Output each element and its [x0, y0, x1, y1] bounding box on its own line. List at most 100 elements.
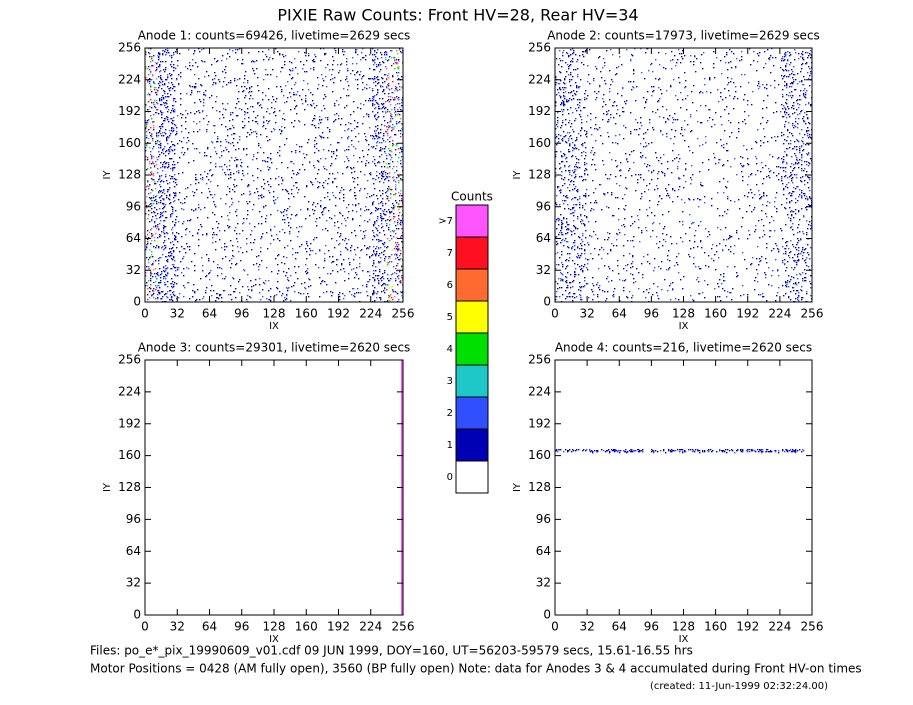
y-tick-label: 96 — [536, 512, 551, 526]
y-tick-label: 192 — [528, 416, 551, 430]
x-tick-label: 224 — [359, 620, 382, 634]
colorbar-swatch — [455, 332, 489, 366]
plot-frame — [554, 359, 813, 616]
y-tick-label: 256 — [118, 41, 141, 55]
colorbar-swatch — [455, 236, 489, 270]
y-tick-label: 32 — [126, 263, 141, 277]
footer-files: Files: po_e*_pix_19990609_v01.cdf 09 JUN… — [90, 644, 693, 658]
colorbar-label: 2 — [447, 408, 453, 419]
y-tick-label: 128 — [528, 168, 551, 182]
x-tick-label: 0 — [551, 307, 559, 321]
y-tick-label: 0 — [543, 608, 551, 622]
panel-title: Anode 4: counts=216, livetime=2620 secs — [555, 341, 812, 355]
x-tick-label: 256 — [392, 307, 415, 321]
y-tick-label: 64 — [126, 544, 141, 558]
x-tick-label: 224 — [359, 307, 382, 321]
image-texture — [557, 449, 805, 454]
y-axis-label: IY — [512, 482, 523, 492]
colorbar-swatch — [455, 204, 489, 238]
colorbar-title: Counts — [451, 190, 493, 204]
y-axis-label: IY — [102, 482, 113, 492]
x-tick-label: 96 — [234, 620, 249, 634]
plot-frame — [144, 359, 404, 616]
footer-created: (created: 11-Jun-1999 02:32:24.00) — [650, 681, 828, 692]
y-tick-label: 224 — [528, 384, 551, 398]
colorbar-label: >7 — [438, 216, 453, 227]
panel-title: Anode 1: counts=69426, livetime=2629 sec… — [138, 29, 411, 43]
y-tick-label: 160 — [528, 136, 551, 150]
x-tick-label: 64 — [202, 307, 217, 321]
y-tick-label: 160 — [118, 136, 141, 150]
y-tick-label: 192 — [528, 104, 551, 118]
x-tick-label: 0 — [551, 620, 559, 634]
x-tick-label: 128 — [263, 620, 286, 634]
x-axis-label: IX — [269, 321, 279, 332]
x-tick-label: 256 — [392, 620, 415, 634]
image-texture — [145, 55, 404, 302]
image-texture — [146, 59, 404, 299]
x-tick-label: 128 — [263, 307, 286, 321]
x-axis-label: IX — [679, 634, 689, 645]
x-tick-label: 160 — [704, 620, 727, 634]
x-tick-label: 64 — [612, 620, 627, 634]
x-tick-label: 128 — [672, 307, 695, 321]
x-tick-label: 160 — [295, 620, 318, 634]
y-tick-label: 224 — [528, 72, 551, 86]
x-tick-label: 96 — [234, 307, 249, 321]
y-axis-label: IY — [512, 170, 523, 180]
y-tick-label: 0 — [133, 608, 141, 622]
x-tick-label: 32 — [170, 307, 185, 321]
y-tick-label: 64 — [536, 544, 551, 558]
colorbar-swatch — [455, 268, 489, 302]
colorbar-label: 4 — [447, 344, 453, 355]
image-texture — [145, 48, 404, 303]
panel-title: Anode 2: counts=17973, livetime=2629 sec… — [547, 29, 820, 43]
x-tick-label: 160 — [295, 307, 318, 321]
y-tick-label: 256 — [528, 353, 551, 367]
y-tick-label: 32 — [536, 576, 551, 590]
colorbar-label: 6 — [447, 280, 453, 291]
x-tick-label: 192 — [327, 307, 350, 321]
image-texture — [555, 48, 813, 303]
x-tick-label: 160 — [704, 307, 727, 321]
figure-title: PIXIE Raw Counts: Front HV=28, Rear HV=3… — [277, 6, 638, 25]
x-tick-label: 256 — [801, 307, 824, 321]
y-tick-label: 128 — [118, 480, 141, 494]
x-tick-label: 192 — [327, 620, 350, 634]
image-texture — [555, 449, 803, 454]
x-tick-label: 64 — [202, 620, 217, 634]
x-tick-label: 192 — [736, 307, 759, 321]
x-axis-label: IX — [269, 634, 279, 645]
x-tick-label: 32 — [579, 307, 594, 321]
y-tick-label: 64 — [536, 231, 551, 245]
y-axis-label: IY — [102, 170, 113, 180]
colorbar-swatch — [455, 428, 489, 462]
x-axis-label: IX — [679, 321, 689, 332]
colorbar-swatch — [455, 396, 489, 430]
colorbar-swatch — [455, 460, 489, 494]
colorbar-label: 7 — [447, 248, 453, 259]
y-tick-label: 224 — [118, 72, 141, 86]
y-tick-label: 192 — [118, 104, 141, 118]
colorbar-label: 5 — [447, 312, 453, 323]
y-tick-label: 96 — [126, 199, 141, 213]
y-tick-label: 160 — [528, 448, 551, 462]
image-texture — [146, 53, 404, 303]
y-tick-label: 256 — [528, 41, 551, 55]
x-tick-label: 224 — [768, 307, 791, 321]
y-tick-label: 128 — [528, 480, 551, 494]
x-tick-label: 192 — [736, 620, 759, 634]
x-tick-label: 256 — [801, 620, 824, 634]
y-tick-label: 256 — [118, 353, 141, 367]
y-tick-label: 96 — [126, 512, 141, 526]
y-tick-label: 0 — [543, 295, 551, 309]
colorbar-label: 3 — [447, 376, 453, 387]
x-tick-label: 32 — [170, 620, 185, 634]
panel-title: Anode 3: counts=29301, livetime=2620 sec… — [138, 341, 411, 355]
y-tick-label: 224 — [118, 384, 141, 398]
colorbar-swatch — [455, 300, 489, 334]
colorbar-label: 0 — [447, 472, 453, 483]
x-tick-label: 96 — [644, 307, 659, 321]
footer-motor: Motor Positions = 0428 (AM fully open), … — [90, 662, 862, 676]
